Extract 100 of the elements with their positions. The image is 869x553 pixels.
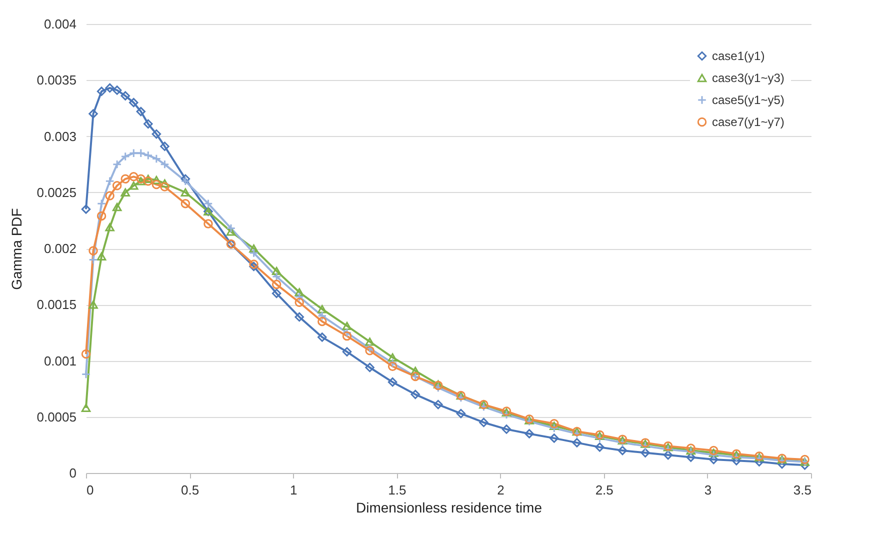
point <box>129 98 138 108</box>
point <box>112 160 122 169</box>
legend-label: case1(y1) <box>712 49 765 63</box>
point <box>342 347 352 356</box>
point <box>249 260 258 269</box>
point <box>318 311 327 320</box>
point <box>105 83 114 93</box>
point <box>160 160 170 169</box>
point <box>388 353 398 362</box>
y-tick-label: 0.001 <box>44 353 76 368</box>
point <box>144 176 153 186</box>
point <box>152 176 162 184</box>
point <box>732 452 742 462</box>
point <box>388 362 398 371</box>
y-tick-label: 0.002 <box>44 241 76 256</box>
point <box>249 262 258 272</box>
y-tick-label: 0.0005 <box>36 409 76 424</box>
point <box>342 328 352 338</box>
point <box>272 280 282 290</box>
point <box>88 109 98 118</box>
point <box>663 444 673 454</box>
point <box>136 177 146 186</box>
point <box>294 298 304 307</box>
point <box>365 338 374 346</box>
point <box>88 246 98 256</box>
point <box>129 182 138 190</box>
point <box>479 418 488 428</box>
point <box>456 393 466 402</box>
point <box>105 176 114 186</box>
point <box>112 181 122 190</box>
point <box>572 438 582 448</box>
point <box>120 91 130 100</box>
point <box>456 408 466 418</box>
point <box>180 176 190 186</box>
point <box>524 429 534 438</box>
legend-label: case5(y1~y5) <box>712 93 784 107</box>
point <box>160 142 170 151</box>
point <box>294 312 304 322</box>
point <box>180 198 190 208</box>
point <box>226 228 236 236</box>
point <box>112 86 122 95</box>
point <box>294 288 304 296</box>
point <box>160 179 170 188</box>
point <box>388 377 398 387</box>
point <box>640 448 650 458</box>
x-axis-title: Dimensionless residence time <box>356 500 542 516</box>
point <box>342 331 352 341</box>
point <box>550 422 559 430</box>
point <box>204 219 213 228</box>
point <box>144 150 153 160</box>
point <box>365 344 374 354</box>
point <box>81 370 91 379</box>
point <box>81 204 91 214</box>
point <box>709 450 718 460</box>
point <box>550 418 559 428</box>
point <box>120 174 130 184</box>
point <box>640 441 650 451</box>
point <box>272 288 282 298</box>
point <box>342 322 352 330</box>
point <box>272 266 282 276</box>
x-tick-label: 1.5 <box>388 482 406 498</box>
point <box>81 404 91 412</box>
point <box>144 119 153 129</box>
y-axis-title: Gamma PDF <box>8 208 25 290</box>
point <box>249 244 258 253</box>
point <box>112 202 122 212</box>
point <box>105 223 114 232</box>
point <box>120 152 130 162</box>
point <box>294 292 304 302</box>
x-tick-label: 3.5 <box>793 482 812 498</box>
point <box>686 452 696 462</box>
point <box>129 172 138 182</box>
point <box>318 305 327 314</box>
point <box>365 346 374 356</box>
point <box>96 86 106 96</box>
point <box>502 424 512 434</box>
point <box>136 106 146 116</box>
legend-label: case3(y1~y3) <box>712 71 784 85</box>
point <box>572 429 582 438</box>
point <box>120 188 130 196</box>
point <box>88 255 98 264</box>
x-tick-label: 2 <box>497 482 504 498</box>
point <box>479 402 488 412</box>
y-tick-label: 0 <box>69 466 76 480</box>
point <box>152 154 162 164</box>
x-tick-label: 1 <box>290 482 298 498</box>
point <box>180 174 190 184</box>
x-tick-label: 2.5 <box>595 482 614 498</box>
point <box>136 148 146 158</box>
y-tick-label: 0.003 <box>44 128 76 144</box>
point <box>81 349 91 359</box>
y-tick-label: 0.0025 <box>36 184 76 200</box>
point <box>365 362 374 372</box>
y-tick-label: 0.0035 <box>36 72 76 88</box>
x-tick-label: 0.5 <box>181 482 200 498</box>
point <box>249 248 258 258</box>
point <box>226 224 236 233</box>
point <box>388 358 398 368</box>
x-tick-label: 0 <box>86 482 94 498</box>
point <box>160 182 170 192</box>
